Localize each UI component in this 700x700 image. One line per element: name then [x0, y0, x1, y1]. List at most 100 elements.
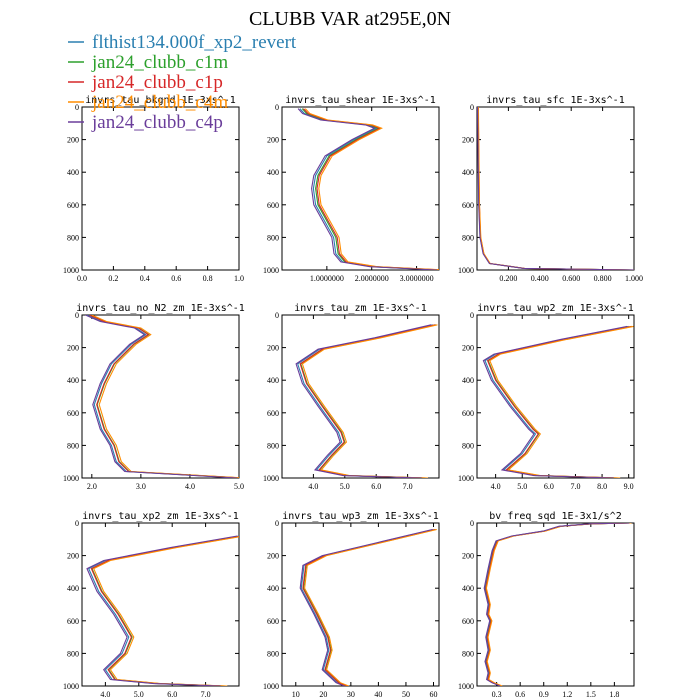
series-line-flthist134.000f_xp2_revert [297, 324, 433, 478]
y-tick-label: 1000 [263, 474, 279, 483]
x-tick-label: 0.400 [531, 274, 549, 283]
x-tick-label: 1.5 [586, 690, 596, 699]
y-tick-label: 1000 [263, 266, 279, 275]
y-tick-label: 600 [267, 201, 279, 210]
y-tick-label: 400 [267, 376, 279, 385]
y-tick-label: 800 [462, 441, 474, 450]
panel-8: invrs_tau_wp3_zm 1E-3xs^-10 200 400 600 800 1… [263, 511, 440, 699]
y-tick-label: 800 [267, 233, 279, 242]
legend-label: jan24_clubb_c4p [91, 112, 223, 133]
plot-frame [81, 106, 240, 271]
y-tick-label: 0 [275, 103, 279, 112]
panel-5: invrs_tau_zm 1E-3xs^-1 0 200 400 600 800 1000 4… [263, 303, 440, 491]
x-tick-label: 0.2 [108, 274, 118, 283]
panel-title: bv_freq_sqd 1E-3x1/s^2 [489, 511, 621, 522]
series-group [85, 315, 239, 478]
y-tick-label: 200 [267, 136, 279, 145]
x-tick-label: 2.0 [87, 482, 97, 491]
x-tick-label: 1.000 [625, 274, 643, 283]
x-tick-label: 6.0 [371, 482, 381, 491]
x-tick-label: 20 [319, 690, 327, 699]
y-tick-label: 800 [267, 649, 279, 658]
plot-frame [476, 314, 635, 479]
panel-9: bv_freq_sqd 1E-3x1/s^2 0 200 400 600 800 1000 0… [458, 511, 635, 699]
panel-title: invrs_tau_xp2_zm 1E-3xs^-1 [82, 511, 239, 522]
x-tick-label: 5.0 [134, 690, 144, 699]
y-tick-label: 600 [462, 409, 474, 418]
legend-label: jan24_clubb_c1p [91, 72, 223, 93]
series-group [482, 325, 634, 478]
x-tick-label: 6.0 [544, 482, 554, 491]
x-tick-label: 0.6 [171, 274, 181, 283]
y-tick-label: 1000 [63, 266, 79, 275]
series-line-jan24_clubb_c4p [297, 108, 438, 270]
x-tick-label: 5.0 [340, 482, 350, 491]
x-tick-label: 1.0000000 [310, 274, 344, 283]
series-line-jan24_clubb_c4m [91, 315, 239, 478]
plot-frame [476, 522, 635, 687]
y-tick-label: 1000 [63, 474, 79, 483]
x-tick-label: 9.0 [624, 482, 634, 491]
x-tick-label: 0.6 [515, 690, 525, 699]
x-tick-label: 50 [402, 690, 410, 699]
series-line-flthist134.000f_xp2_revert [86, 315, 239, 478]
series-line-jan24_clubb_c4m [92, 536, 239, 686]
x-tick-label: 7.0 [570, 482, 580, 491]
y-tick-label: 0 [275, 519, 279, 528]
y-tick-label: 200 [462, 552, 474, 561]
x-tick-label: 8.0 [597, 482, 607, 491]
x-tick-label: 0.600 [562, 274, 580, 283]
series-group [299, 528, 437, 686]
series-line-jan24_clubb_c4p [477, 107, 634, 270]
y-tick-label: 400 [67, 376, 79, 385]
y-tick-label: 200 [67, 136, 79, 145]
y-tick-label: 400 [462, 168, 474, 177]
y-tick-label: 0 [470, 311, 474, 320]
y-tick-label: 200 [462, 344, 474, 353]
y-tick-label: 400 [462, 376, 474, 385]
x-tick-label: 7.0 [403, 482, 413, 491]
series-line-jan24_clubb_c4m [304, 108, 439, 270]
y-tick-label: 1000 [63, 682, 79, 691]
series-line-jan24_clubb_c1m [302, 528, 436, 686]
series-line-jan24_clubb_c1p [485, 523, 632, 686]
y-tick-label: 200 [67, 552, 79, 561]
plot-frame [281, 314, 440, 479]
y-tick-label: 0 [75, 103, 79, 112]
y-tick-label: 200 [67, 344, 79, 353]
y-tick-label: 800 [67, 233, 79, 242]
plot-frame [81, 314, 240, 479]
x-tick-label: 1.8 [609, 690, 619, 699]
x-tick-label: 4.0 [308, 482, 318, 491]
panel-6: invrs_tau_wp2_zm 1E-3xs^-10 200 400 600 800 1… [458, 303, 635, 491]
plot-frame [281, 106, 440, 271]
x-tick-label: 0.8 [203, 274, 213, 283]
y-tick-label: 800 [67, 441, 79, 450]
series-line-jan24_clubb_c4p [483, 523, 630, 686]
y-tick-label: 600 [67, 409, 79, 418]
x-tick-label: 5.0 [234, 482, 244, 491]
series-line-jan24_clubb_c4m [489, 325, 634, 478]
y-tick-label: 0 [470, 519, 474, 528]
legend-label: jan24_clubb_c1m [91, 52, 228, 73]
x-tick-label: 4.0 [185, 482, 195, 491]
y-tick-label: 1000 [458, 682, 474, 691]
panel-title: invrs_tau_shear 1E-3xs^-1 [285, 95, 436, 106]
y-tick-label: 600 [67, 201, 79, 210]
panel-title: invrs_tau_sfc 1E-3xs^-1 [486, 95, 624, 106]
series-line-jan24_clubb_c1p [302, 528, 436, 686]
series-group [477, 107, 634, 270]
series-line-jan24_clubb_c4m [477, 107, 634, 270]
y-tick-label: 200 [267, 552, 279, 561]
legend-label: jan24_clubb_c4m [91, 92, 228, 113]
y-tick-label: 600 [462, 201, 474, 210]
series-group [483, 523, 632, 686]
y-tick-label: 400 [462, 584, 474, 593]
legend-label: flthist134.000f_xp2_revert [92, 32, 297, 53]
y-tick-label: 400 [267, 168, 279, 177]
panel-title: invrs_tau_wp2_zm 1E-3xs^-1 [477, 303, 634, 314]
series-line-jan24_clubb_c1m [487, 325, 633, 478]
plot-frame [476, 106, 635, 271]
x-tick-label: 3.0000000 [400, 274, 434, 283]
x-tick-label: 6.0 [167, 690, 177, 699]
